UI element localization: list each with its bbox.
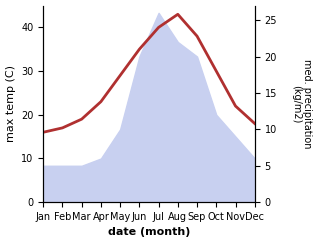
- Y-axis label: med. precipitation
(kg/m2): med. precipitation (kg/m2): [291, 59, 313, 149]
- Y-axis label: max temp (C): max temp (C): [5, 65, 16, 142]
- X-axis label: date (month): date (month): [108, 227, 190, 237]
